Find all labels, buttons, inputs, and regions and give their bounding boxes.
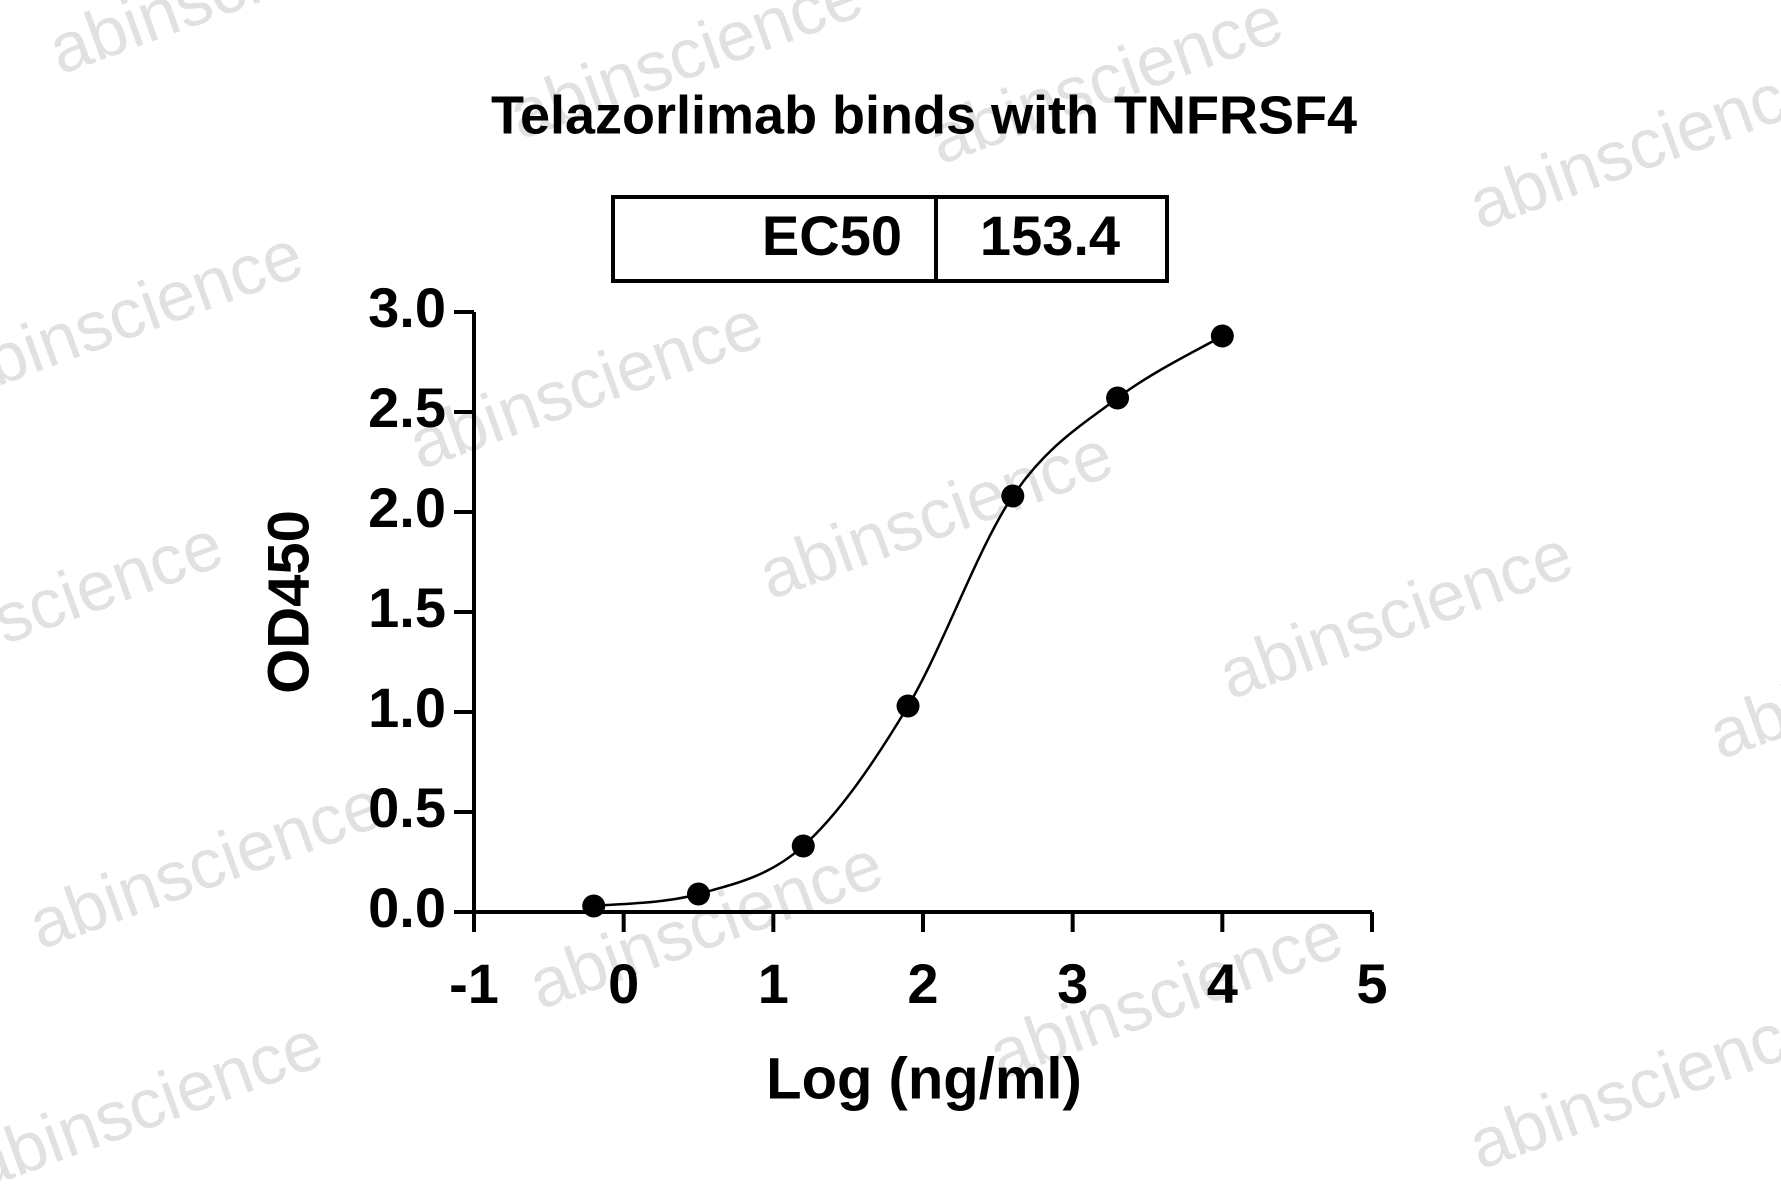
fit-curve <box>593 334 1223 908</box>
data-point <box>791 834 815 858</box>
watermark: abinscience <box>398 284 772 484</box>
watermark: abinscience <box>0 214 313 414</box>
data-point <box>1001 484 1025 508</box>
data-point <box>1106 386 1130 410</box>
watermark: abinscience <box>748 414 1122 614</box>
x-tick-label: 1 <box>758 952 789 1015</box>
watermark: abinscience <box>0 504 233 704</box>
watermark: abinscience <box>518 824 892 1024</box>
watermark: abinscience <box>18 764 392 964</box>
y-tick-label: 3.0 <box>368 276 446 339</box>
data-point <box>582 894 606 918</box>
watermark: abinscience <box>1458 44 1781 244</box>
y-tick-label: 1.0 <box>368 676 446 739</box>
ec50-box <box>611 195 1169 283</box>
y-axis-label: OD450 <box>256 510 321 694</box>
data-point <box>687 882 710 906</box>
data-point <box>1210 324 1234 348</box>
watermark: abinscience <box>1698 574 1781 774</box>
watermark: abinscience <box>1208 514 1582 714</box>
x-tick-label: 0 <box>608 952 639 1015</box>
y-tick-label: 0.5 <box>368 776 446 839</box>
watermark: abinscience <box>1458 984 1781 1184</box>
x-axis-label: Log (ng/ml) <box>766 1046 1082 1111</box>
x-tick-label: 2 <box>907 952 938 1015</box>
y-tick-label: 2.5 <box>368 376 446 439</box>
x-tick-label: 5 <box>1356 952 1387 1015</box>
data-point <box>896 694 920 718</box>
y-tick-label: 1.5 <box>368 576 446 639</box>
watermark: abinscience <box>0 1004 333 1197</box>
x-tick-label: -1 <box>449 952 499 1015</box>
watermark: abinscience <box>38 0 412 89</box>
y-tick-label: 2.0 <box>368 476 446 539</box>
ec50-value: 153.4 <box>980 204 1120 267</box>
y-tick-label: 0.0 <box>368 876 446 939</box>
x-tick-label: 4 <box>1207 952 1238 1015</box>
ec50-label: EC50 <box>762 204 902 267</box>
chart-title: Telazorlimab binds with TNFRSF4 <box>491 85 1357 145</box>
x-tick-label: 3 <box>1057 952 1088 1015</box>
